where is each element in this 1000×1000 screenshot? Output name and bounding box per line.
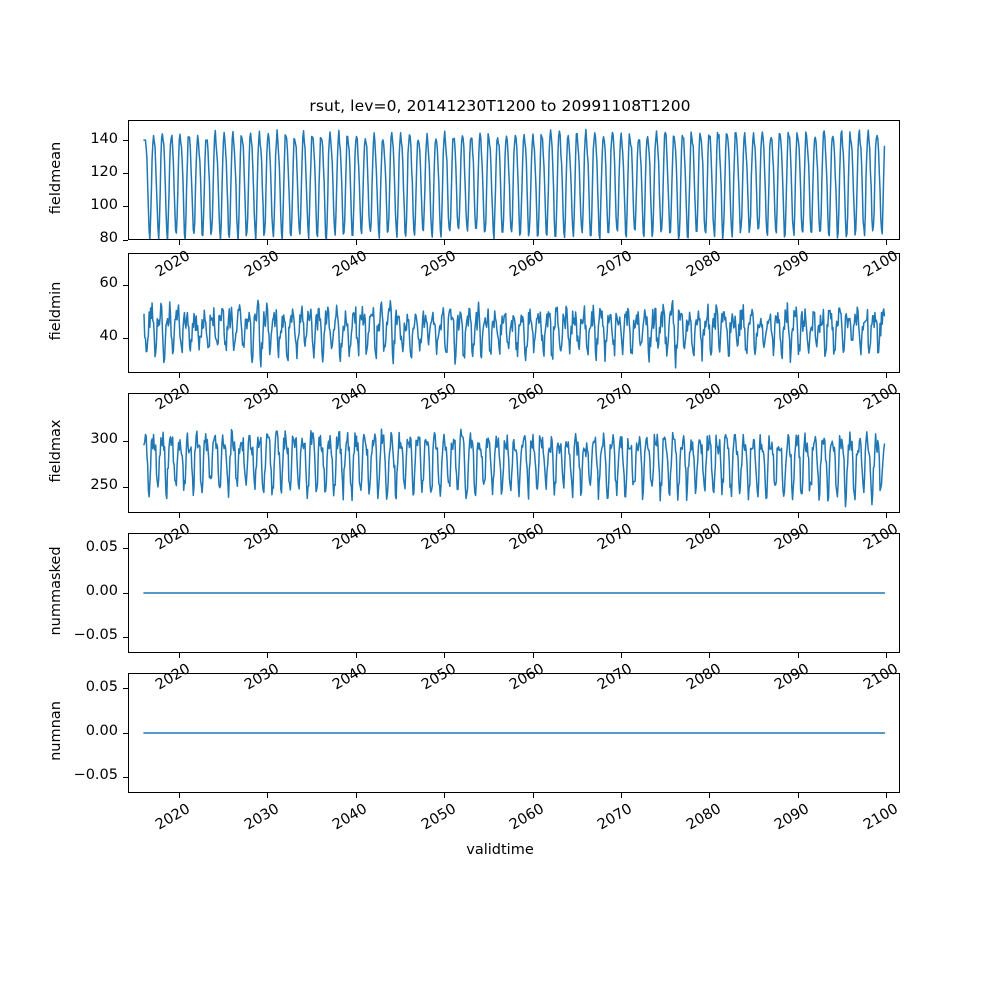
x-tick-mark-fieldmean-5 <box>620 240 623 245</box>
plot-panel-numnan <box>128 673 900 793</box>
x-tick-mark-fieldmean-6 <box>709 240 711 245</box>
y-tick-label-numnan-0: −0.05 <box>73 767 118 784</box>
x-tick-mark-fieldmax-2 <box>355 513 357 518</box>
x-tick-mark-nummasked-4 <box>532 653 534 658</box>
x-tick-mark-fieldmax-1 <box>267 513 269 518</box>
y-tick-label-numnan-2: 0.05 <box>85 678 118 695</box>
x-tick-mark-fieldmax-0 <box>178 513 180 518</box>
x-tick-mark-fieldmin-3 <box>444 373 446 378</box>
y-tick-mark-fieldmean-3 <box>123 140 128 142</box>
y-tick-label-nummasked-2: 0.05 <box>85 538 118 555</box>
x-tick-mark-numnan-7 <box>797 793 799 798</box>
x-tick-mark-fieldmin-0 <box>178 373 180 378</box>
y-tick-mark-numnan-2 <box>123 688 128 690</box>
plot-panel-nummasked <box>128 533 900 653</box>
y-tick-mark-fieldmax-1 <box>123 440 128 442</box>
x-tick-mark-numnan-3 <box>444 793 446 798</box>
x-tick-mark-fieldmean-8 <box>886 240 888 245</box>
y-tick-mark-fieldmean-2 <box>123 173 128 175</box>
y-tick-mark-nummasked-2 <box>123 548 128 550</box>
series-canvas-numnan <box>129 674 899 792</box>
x-tick-mark-fieldmax-7 <box>797 513 799 518</box>
x-tick-mark-fieldmin-2 <box>355 373 357 378</box>
x-tick-mark-nummasked-8 <box>886 653 888 658</box>
x-tick-mark-numnan-5 <box>620 793 623 798</box>
x-tick-mark-fieldmean-1 <box>267 240 269 245</box>
x-tick-mark-fieldmean-4 <box>532 240 534 245</box>
x-tick-mark-fieldmean-3 <box>444 240 446 245</box>
x-tick-mark-fieldmax-4 <box>532 513 534 518</box>
x-tick-mark-fieldmin-5 <box>620 373 623 378</box>
y-tick-label-fieldmin-1: 60 <box>99 275 118 291</box>
series-canvas-fieldmean <box>129 121 899 239</box>
x-tick-mark-nummasked-5 <box>620 653 623 658</box>
x-tick-mark-numnan-2 <box>355 793 357 798</box>
x-tick-mark-fieldmax-8 <box>886 513 888 518</box>
x-tick-mark-numnan-4 <box>532 793 534 798</box>
y-tick-label-fieldmean-0: 80 <box>99 230 118 246</box>
x-tick-mark-numnan-6 <box>709 793 711 798</box>
x-tick-mark-fieldmean-7 <box>797 240 799 245</box>
x-tick-mark-nummasked-1 <box>267 653 269 658</box>
x-tick-mark-nummasked-6 <box>709 653 711 658</box>
x-tick-mark-numnan-8 <box>886 793 888 798</box>
y-tick-mark-nummasked-1 <box>123 592 128 594</box>
data-line-fieldmin <box>144 300 884 367</box>
y-tick-label-fieldmin-0: 40 <box>99 328 118 345</box>
clip-numnan <box>129 674 899 792</box>
x-tick-mark-nummasked-0 <box>178 653 180 658</box>
y-tick-mark-fieldmin-0 <box>123 337 128 339</box>
x-tick-mark-fieldmin-8 <box>886 373 888 378</box>
y-tick-mark-fieldmin-1 <box>123 284 128 286</box>
series-canvas-nummasked <box>129 534 899 652</box>
x-tick-mark-nummasked-3 <box>444 653 446 658</box>
y-tick-label-nummasked-0: −0.05 <box>73 627 118 644</box>
x-tick-mark-fieldmin-1 <box>267 373 269 378</box>
data-line-fieldmean <box>144 129 884 239</box>
y-tick-label-fieldmax-1: 300 <box>90 431 118 447</box>
x-tick-mark-fieldmax-5 <box>620 513 623 518</box>
y-tick-mark-nummasked-0 <box>123 636 128 639</box>
y-tick-label-numnan-1: 0.00 <box>85 723 118 739</box>
plot-panel-fieldmax <box>128 393 900 513</box>
x-tick-mark-nummasked-7 <box>797 653 799 658</box>
clip-fieldmin <box>129 254 899 372</box>
x-tick-mark-numnan-0 <box>178 793 180 798</box>
x-tick-mark-fieldmin-4 <box>532 373 534 378</box>
x-tick-mark-fieldmin-7 <box>797 373 799 378</box>
x-tick-mark-fieldmax-6 <box>709 513 711 518</box>
data-line-fieldmax <box>144 429 884 507</box>
y-tick-label-fieldmean-2: 120 <box>90 163 118 180</box>
x-axis-label: validtime <box>466 842 534 858</box>
y-axis-label-numnan: numnan <box>48 701 64 761</box>
y-tick-label-nummasked-1: 0.00 <box>85 583 118 599</box>
clip-nummasked <box>129 534 899 652</box>
x-tick-mark-numnan-1 <box>267 793 269 798</box>
y-tick-mark-numnan-0 <box>123 776 128 779</box>
y-tick-label-fieldmax-0: 250 <box>90 477 118 494</box>
plot-panel-fieldmin <box>128 253 900 373</box>
x-tick-mark-fieldmax-3 <box>444 513 446 518</box>
figure-title: rsut, lev=0, 20141230T1200 to 20991108T1… <box>309 97 691 115</box>
y-tick-mark-fieldmean-0 <box>123 239 128 241</box>
x-tick-mark-fieldmean-2 <box>355 240 357 245</box>
x-tick-mark-fieldmin-6 <box>709 373 711 378</box>
clip-fieldmean <box>129 121 899 239</box>
plot-panel-fieldmean <box>128 120 900 240</box>
x-tick-mark-fieldmean-0 <box>178 240 180 245</box>
y-tick-mark-fieldmax-0 <box>123 486 128 488</box>
y-tick-mark-fieldmean-1 <box>123 206 128 208</box>
y-tick-mark-numnan-1 <box>123 732 128 734</box>
x-tick-mark-nummasked-2 <box>355 653 357 658</box>
series-canvas-fieldmin <box>129 254 899 372</box>
series-canvas-fieldmax <box>129 394 899 512</box>
clip-fieldmax <box>129 394 899 512</box>
y-tick-label-fieldmean-3: 140 <box>90 130 118 147</box>
y-tick-label-fieldmean-1: 100 <box>90 196 118 213</box>
